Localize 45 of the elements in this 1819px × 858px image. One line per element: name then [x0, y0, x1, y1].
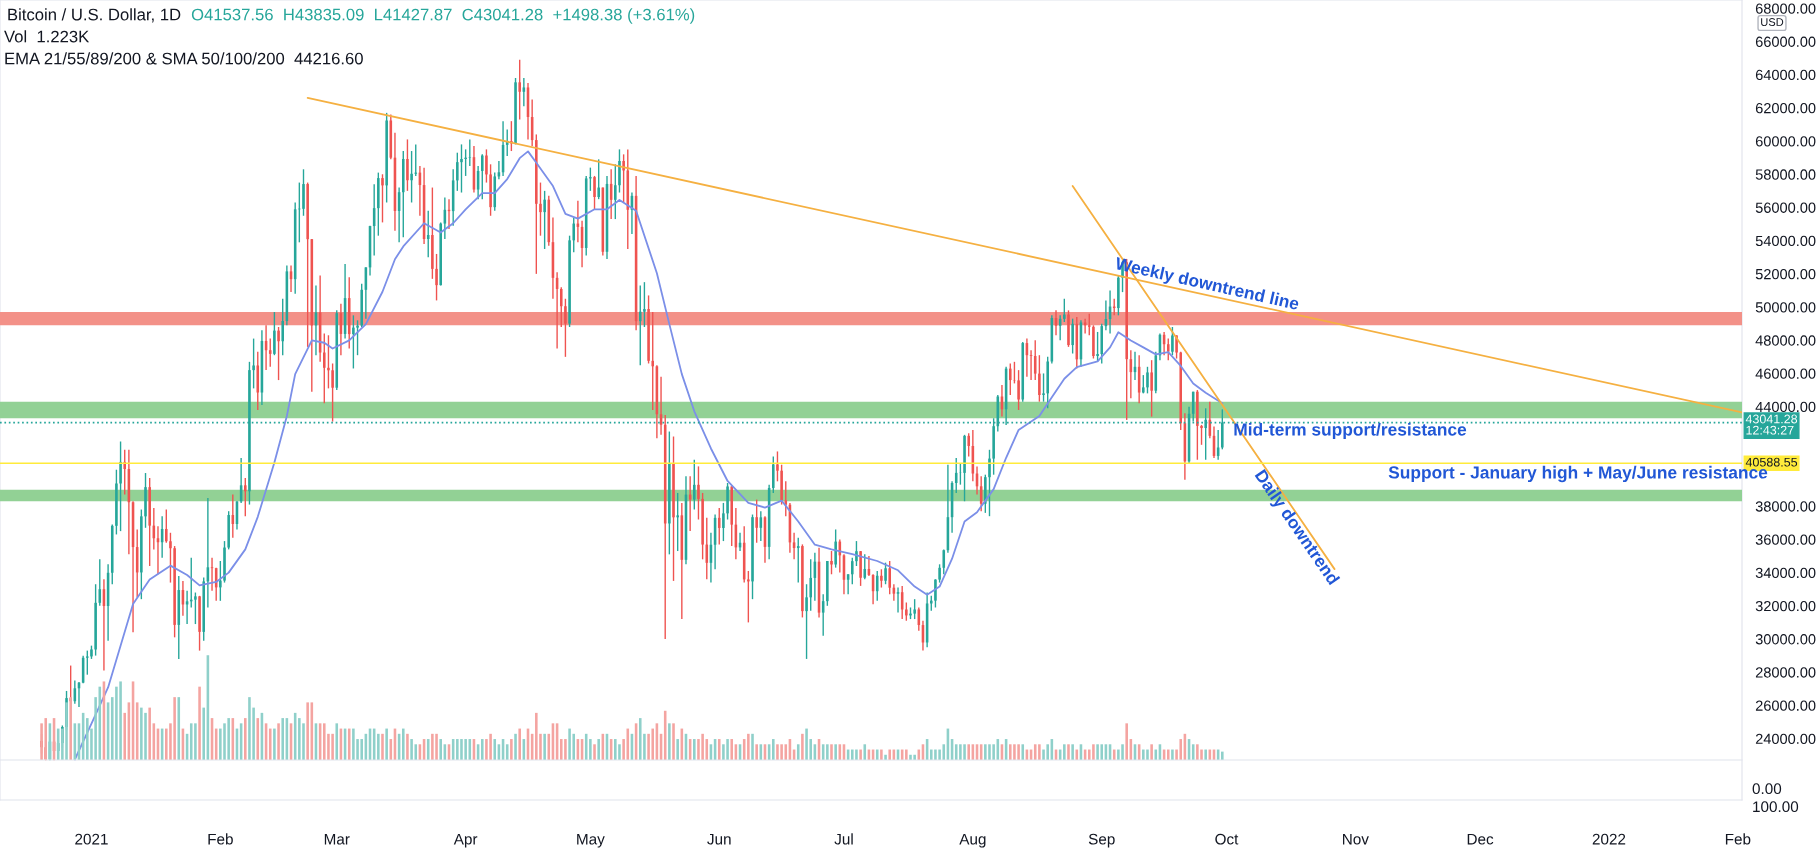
y-tick-label: 32000.00 — [1755, 600, 1816, 612]
y-tick-label: 58000.00 — [1755, 169, 1816, 180]
y-tick-label: 46000.00 — [1755, 368, 1816, 379]
annotation: EMA 21/55/89/200 & SMA 50/100/200 44216.60 — [5, 52, 363, 65]
y-tick-label: 28000.00 — [1755, 667, 1816, 678]
text: 0.00 — [1752, 783, 1782, 795]
y-axis-title: USD — [1761, 18, 1784, 26]
x-tick-label: Aug — [959, 833, 986, 848]
y-tick-label: 66000.00 — [1755, 36, 1816, 47]
y-tick-label: 64000.00 — [1755, 69, 1816, 81]
y-tick-label: 30000.00 — [1755, 634, 1816, 645]
y-tick-label: 50000.00 — [1755, 302, 1816, 313]
x-tick-label: Apr — [453, 833, 478, 848]
annotation: Support - January high + May/June resistance — [1388, 465, 1768, 483]
y-tick-label: 48000.00 — [1755, 335, 1816, 346]
x-tick-label: Oct — [1215, 833, 1239, 845]
x-tick-label: Jul — [834, 833, 853, 845]
y-tick-label: 54000.00 — [1755, 235, 1816, 247]
x-tick-label: Sep — [1088, 833, 1115, 848]
annotation: O41537.56 H43835.09 L41427.87 C43041.28 +1498.38 (+3.61%) — [191, 8, 695, 24]
x-tick-label: Nov — [1343, 833, 1369, 845]
y-tick-label: 68000.00 — [1755, 3, 1816, 14]
y-tick-label: 36000.00 — [1755, 534, 1816, 545]
y-tick-label: 26000.00 — [1755, 700, 1816, 711]
ref-line-label: 43041.28 12:43:27 — [1745, 414, 1798, 435]
x-tick-label: Dec — [1467, 833, 1494, 845]
x-tick-label: 2022 — [1592, 833, 1626, 845]
y-tick-label: 56000.00 — [1755, 202, 1816, 213]
y-tick-label: 52000.00 — [1755, 268, 1816, 280]
x-tick-label: Jun — [707, 833, 731, 845]
y-tick-label: 62000.00 — [1755, 102, 1816, 114]
text: 100.00 — [1753, 801, 1799, 813]
ref-line-label: 40588.55 — [1745, 457, 1798, 467]
chart-title: Bitcoin / U.S. Dollar, 1D — [8, 8, 181, 23]
y-tick-label: 38000.00 — [1755, 501, 1816, 512]
annotation: Vol 1.223K — [4, 30, 90, 43]
x-tick-label: 2021 — [75, 833, 108, 845]
x-tick-label: Mar — [324, 833, 350, 845]
y-tick-label: 44000.00 — [1755, 401, 1816, 413]
y-tick-label: 24000.00 — [1755, 733, 1816, 745]
x-tick-label: May — [577, 833, 605, 848]
y-tick-label: 34000.00 — [1755, 567, 1816, 579]
x-tick-label: Feb — [208, 833, 233, 845]
x-tick-label: Feb — [1725, 833, 1751, 845]
y-tick-label: 60000.00 — [1755, 136, 1816, 147]
